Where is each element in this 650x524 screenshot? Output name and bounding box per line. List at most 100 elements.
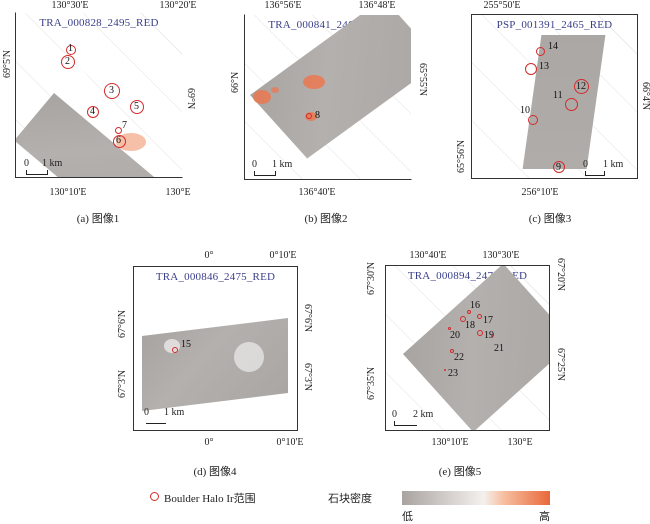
marker-number: 8 [315, 110, 320, 121]
map-frame: TRA_000846_2475_RED 15 0 1 km [133, 266, 298, 431]
hirise-image [142, 318, 288, 411]
bottom-tick: 136°40'E [298, 187, 336, 198]
panel-caption: (d) 图像4 [193, 466, 237, 478]
halo-marker[interactable] [115, 127, 122, 134]
marker-number: 2 [65, 56, 70, 67]
right-tick: 67°6'N [302, 304, 313, 333]
marker-number: 11 [553, 90, 563, 101]
marker-number: 17 [483, 315, 493, 326]
panel-caption: (a) 图像1 [76, 213, 120, 225]
panel-caption: (b) 图像2 [304, 213, 348, 225]
panel-caption: (e) 图像5 [438, 466, 482, 478]
halo-marker[interactable] [130, 100, 144, 114]
marker-number: 20 [450, 330, 460, 341]
left-tick: 67°35'N [366, 366, 377, 400]
image-title: TRA_000828_2495_RED [39, 17, 159, 29]
panel-caption: (c) 图像3 [528, 213, 572, 225]
marker-number: 12 [576, 81, 586, 92]
top-tick: 130°30'E [51, 0, 89, 11]
left-tick: 67°3'N [117, 369, 128, 398]
halo-marker[interactable] [467, 310, 471, 314]
bottom-tick: 130°10'E [431, 437, 469, 448]
boulder-density-patch [271, 87, 279, 93]
halo-marker[interactable] [491, 335, 493, 337]
halo-marker[interactable] [565, 98, 578, 111]
image-title: TRA_000894_2475_RED [407, 270, 528, 282]
left-tick: 69°5'N [2, 49, 13, 78]
marker-number: 16 [470, 300, 480, 311]
top-tick: 136°48'E [358, 0, 396, 11]
marker-number: 21 [494, 343, 504, 354]
halo-marker[interactable] [448, 327, 451, 330]
marker-number: 19 [484, 330, 494, 341]
marker-number: 23 [448, 368, 458, 379]
halo-marker[interactable] [104, 83, 120, 99]
bottom-tick: 130°10'E [49, 187, 87, 198]
left-tick: 66°N [230, 71, 241, 93]
right-tick: 69°N [185, 88, 196, 110]
halo-marker[interactable] [450, 349, 454, 353]
top-tick: 0° [204, 250, 214, 261]
marker-number: 4 [90, 106, 95, 117]
halo-marker[interactable] [172, 347, 178, 353]
right-tick: 66°4'N [640, 82, 650, 111]
map-frame: TRA_000841_2460_RED 8 0 1 km [244, 14, 412, 180]
marker-number: 5 [134, 101, 139, 112]
halo-marker[interactable] [87, 106, 99, 118]
marker-number: 10 [520, 105, 530, 116]
halo-marker[interactable] [477, 314, 482, 319]
boulder-density-patch [234, 342, 264, 372]
image-title: TRA_000846_2475_RED [155, 271, 276, 283]
halo-marker[interactable] [528, 115, 538, 125]
marker-number: 15 [181, 339, 191, 350]
right-tick: 67°3'N [302, 363, 313, 392]
colorbar-low-label: 低 [402, 511, 413, 523]
halo-marker[interactable] [536, 47, 545, 56]
left-tick: 65°56'N [456, 139, 467, 173]
halo-marker[interactable] [306, 113, 312, 119]
halo-marker[interactable] [553, 161, 565, 173]
marker-number: 6 [116, 135, 121, 146]
halo-marker[interactable] [525, 63, 537, 75]
top-tick: 255°50'E [483, 0, 521, 11]
legend-ring-label: Boulder Halo Ir范围 [164, 493, 256, 505]
marker-number: 13 [539, 61, 549, 72]
density-colorbar [402, 491, 550, 505]
right-tick: 67°20'N [555, 258, 566, 292]
halo-marker[interactable] [61, 55, 75, 69]
left-tick: 67°6'N [117, 309, 128, 338]
bottom-tick: 130°E [165, 187, 191, 198]
halo-marker[interactable] [113, 135, 126, 148]
halo-marker[interactable] [574, 79, 589, 94]
marker-number: 1 [68, 43, 73, 54]
marker-number: 18 [465, 320, 475, 331]
top-tick: 0°10'E [269, 250, 297, 261]
halo-ring-icon [150, 492, 159, 501]
bottom-tick: 0° [204, 437, 214, 448]
top-tick: 130°40'E [409, 250, 447, 261]
top-tick: 136°56'E [264, 0, 302, 11]
hirise-image [403, 266, 549, 430]
marker-number: 3 [109, 85, 114, 96]
hirise-image [522, 35, 606, 169]
boulder-density-patch [303, 75, 325, 89]
marker-number: 9 [556, 162, 561, 173]
right-tick: 65°55'N [417, 63, 428, 97]
bottom-tick: 0°10'E [276, 437, 304, 448]
colorbar-high-label: 高 [539, 511, 550, 523]
marker-number: 22 [454, 352, 464, 363]
left-tick: 67°30'N [366, 261, 377, 295]
image-title: PSP_001391_2465_RED [496, 19, 613, 31]
legend-density-label: 石块密度 [328, 493, 372, 505]
top-tick: 130°30'E [482, 250, 520, 261]
right-tick: 67°25'N [555, 348, 566, 382]
map-frame: TRA_000828_2495_RED 1 2 3 4 5 6 7 0 1 km [15, 12, 183, 178]
top-tick: 130°20'E [159, 0, 197, 11]
map-frame: TRA_000894_2475_RED 16 17 18 19 20 21 22… [385, 265, 550, 431]
halo-marker[interactable] [444, 369, 446, 371]
halo-marker[interactable] [66, 45, 76, 55]
halo-marker[interactable] [460, 316, 466, 322]
map-frame: PSP_001391_2465_RED 14 13 12 11 10 9 0 1… [471, 14, 638, 179]
halo-marker[interactable] [477, 330, 483, 336]
marker-number: 14 [548, 41, 558, 52]
